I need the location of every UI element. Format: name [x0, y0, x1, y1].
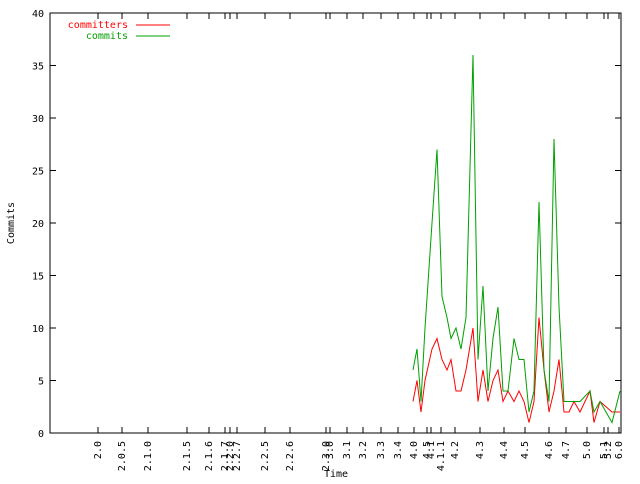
- x-tick-label: 4.4: [499, 441, 510, 459]
- x-tick-label: 4.2: [450, 441, 461, 459]
- x-tick-label: 2.2.0: [225, 441, 236, 471]
- x-tick-label: 2.0: [93, 441, 104, 459]
- x-tick-label: 2.1.7: [220, 441, 231, 471]
- x-tick-label: 4.3: [475, 441, 486, 459]
- y-tick-label: 25: [32, 167, 44, 178]
- x-tick-label: 2.2.6: [285, 441, 296, 471]
- x-tick-label: 4.1: [426, 441, 437, 459]
- x-tick-label: 3.2: [358, 441, 369, 459]
- x-tick-label: 4.6: [544, 441, 555, 459]
- x-tick-label: 4.1.1: [436, 441, 447, 471]
- x-tick-label: 4.7: [561, 441, 572, 459]
- x-tick-label: 6.0: [614, 441, 625, 459]
- x-tick-label: 2.2.7: [232, 441, 243, 471]
- x-tick-label: 2.1.5: [182, 441, 193, 471]
- x-tick-label: 5.0: [582, 441, 593, 459]
- y-tick-label: 5: [38, 377, 44, 388]
- series-line: [412, 317, 620, 423]
- y-axis-label: Commits: [6, 202, 17, 244]
- series-line: [412, 54, 621, 424]
- x-tick-label: 2.3.0: [321, 441, 332, 471]
- x-tick-label: 5.2: [603, 441, 614, 459]
- x-axis-label: Time: [324, 469, 348, 480]
- y-tick-label: 30: [32, 114, 44, 125]
- x-tick-label: 3.3: [376, 441, 387, 459]
- x-tick-label: 4.5: [520, 441, 531, 459]
- x-tick-label: 4.5: [422, 441, 433, 459]
- plot-frame: [49, 12, 622, 434]
- y-tick-label: 20: [32, 219, 44, 230]
- y-tick-label: 40: [32, 9, 44, 20]
- y-tick-label: 10: [32, 324, 44, 335]
- x-tick-label: 2.2.5: [260, 441, 271, 471]
- x-tick-label: 3.1: [342, 441, 353, 459]
- y-tick-label: 35: [32, 62, 44, 73]
- x-tick-label: 3.0: [325, 441, 336, 459]
- y-tick-label: 0: [38, 429, 44, 440]
- legend-label: committers: [68, 20, 128, 31]
- x-tick-label: 4.0: [409, 441, 420, 459]
- x-tick-label: 2.1.6: [204, 441, 215, 471]
- x-tick-label: 2.0.5: [117, 441, 128, 471]
- legend-label: commits: [86, 31, 128, 42]
- y-tick-label: 15: [32, 272, 44, 283]
- x-tick-label: 5.1: [599, 441, 610, 459]
- x-tick-label: 3.4: [393, 441, 404, 459]
- x-tick-label: 2.1.0: [143, 441, 154, 471]
